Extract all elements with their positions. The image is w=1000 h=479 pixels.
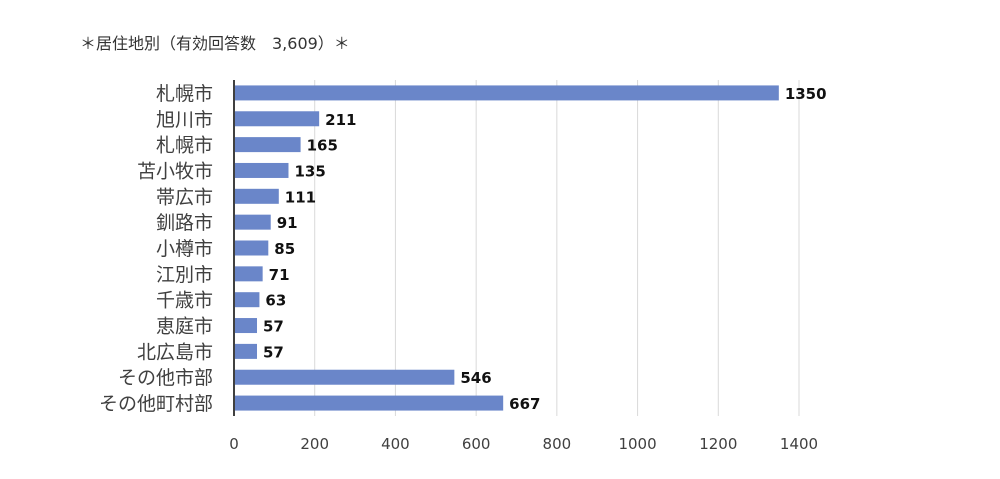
x-tick-label: 0 xyxy=(229,435,239,453)
x-tick-label: 600 xyxy=(462,435,491,453)
x-tick-label: 400 xyxy=(381,435,410,453)
category-label: 千歳市 xyxy=(156,290,213,312)
bar xyxy=(235,395,504,411)
value-labels: 1350 211 165 135 111 91 85 71 63 57 57 546 667 xyxy=(263,85,827,413)
bar xyxy=(235,188,279,204)
value-label: 71 xyxy=(269,266,290,284)
x-tick-label: 200 xyxy=(300,435,329,453)
chart-caption: ＊居住地別（有効回答数 3,609）＊ xyxy=(80,34,350,53)
category-label: 旭川市 xyxy=(156,109,213,131)
x-tick-label: 1200 xyxy=(699,435,737,453)
category-label: 札幌市 xyxy=(156,83,213,105)
bar xyxy=(235,369,455,385)
value-label: 135 xyxy=(294,162,325,180)
gridlines xyxy=(314,80,800,416)
value-label: 1350 xyxy=(785,85,827,103)
value-label: 57 xyxy=(263,318,284,336)
category-label: 帯広市 xyxy=(156,186,213,208)
category-labels: 札幌市旭川市札幌市苫小牧市帯広市釧路市小樽市江別市千歳市恵庭市北広島市その他市部… xyxy=(99,83,213,415)
bar xyxy=(235,318,258,334)
category-label: 江別市 xyxy=(156,264,213,286)
category-label: 釧路市 xyxy=(156,212,213,234)
x-tick-label: 800 xyxy=(543,435,572,453)
value-label: 111 xyxy=(285,188,316,206)
bar xyxy=(235,343,258,359)
value-label: 63 xyxy=(265,292,286,310)
x-tick-labels: 0 200 400 600 800 1000 1200 1400 xyxy=(229,435,818,453)
category-label: 北広島市 xyxy=(137,341,213,363)
value-label: 85 xyxy=(274,240,295,258)
category-label: その他町村部 xyxy=(99,393,213,415)
bar xyxy=(235,111,320,127)
bar xyxy=(235,240,269,256)
category-label: 恵庭市 xyxy=(156,316,213,338)
bar xyxy=(235,137,301,153)
x-tick-label: 1400 xyxy=(780,435,818,453)
category-label: その他市部 xyxy=(118,367,213,389)
value-label: 57 xyxy=(263,343,284,361)
value-label: 667 xyxy=(509,395,540,413)
value-label: 546 xyxy=(460,369,491,387)
bar xyxy=(235,214,271,230)
x-tick-label: 1000 xyxy=(618,435,656,453)
category-label: 苫小牧市 xyxy=(137,160,213,182)
bars xyxy=(235,85,779,411)
bar xyxy=(235,85,779,101)
bar xyxy=(235,266,263,282)
category-label: 小樽市 xyxy=(156,238,213,260)
value-label: 211 xyxy=(325,111,356,129)
category-label: 札幌市 xyxy=(156,135,213,157)
value-label: 91 xyxy=(277,214,298,232)
bar xyxy=(235,162,289,178)
value-label: 165 xyxy=(307,137,338,155)
bar xyxy=(235,292,260,308)
